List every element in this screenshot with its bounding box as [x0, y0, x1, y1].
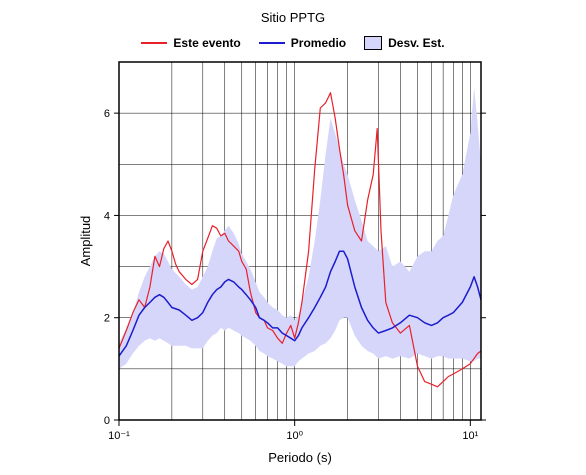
legend-item-mean: Promedio [258, 36, 347, 50]
legend-swatch-event [141, 42, 168, 44]
legend-swatch-mean [258, 42, 285, 44]
grid-layer [118, 62, 481, 420]
y-tick-label: 6 [104, 108, 110, 120]
legend-swatch-std [364, 36, 383, 50]
std-band-layer [119, 87, 481, 369]
y-tick-label: 0 [104, 415, 110, 427]
event-line [118, 92, 482, 388]
x-tick-label: 10¹ [462, 430, 478, 442]
series-layer [118, 92, 482, 388]
chart-legend: Este evento Promedio Desv. Est. [0, 36, 586, 50]
x-tick-label: 10⁰ [286, 430, 303, 442]
x-axis-label: Periodo (s) [268, 450, 332, 465]
y-axis-label: Amplitud [78, 216, 93, 267]
tick-layer: 0 2 4 6 10⁻¹ 10⁰ 10¹ [104, 108, 486, 442]
chart-title: Sitio PPTG [260, 10, 326, 25]
legend-label-mean: Promedio [290, 36, 347, 50]
mean-line [118, 250, 482, 357]
std-band [119, 87, 481, 369]
y-tick-label: 4 [104, 210, 110, 222]
x-tick-label: 10⁻¹ [108, 430, 130, 442]
legend-label-event: Este evento [173, 36, 241, 50]
plot-frame [118, 61, 482, 421]
legend-label-std: Desv. Est. [388, 36, 445, 50]
y-tick-label: 2 [104, 313, 110, 325]
legend-item-std: Desv. Est. [364, 36, 445, 50]
legend-item-event: Este evento [141, 36, 241, 50]
